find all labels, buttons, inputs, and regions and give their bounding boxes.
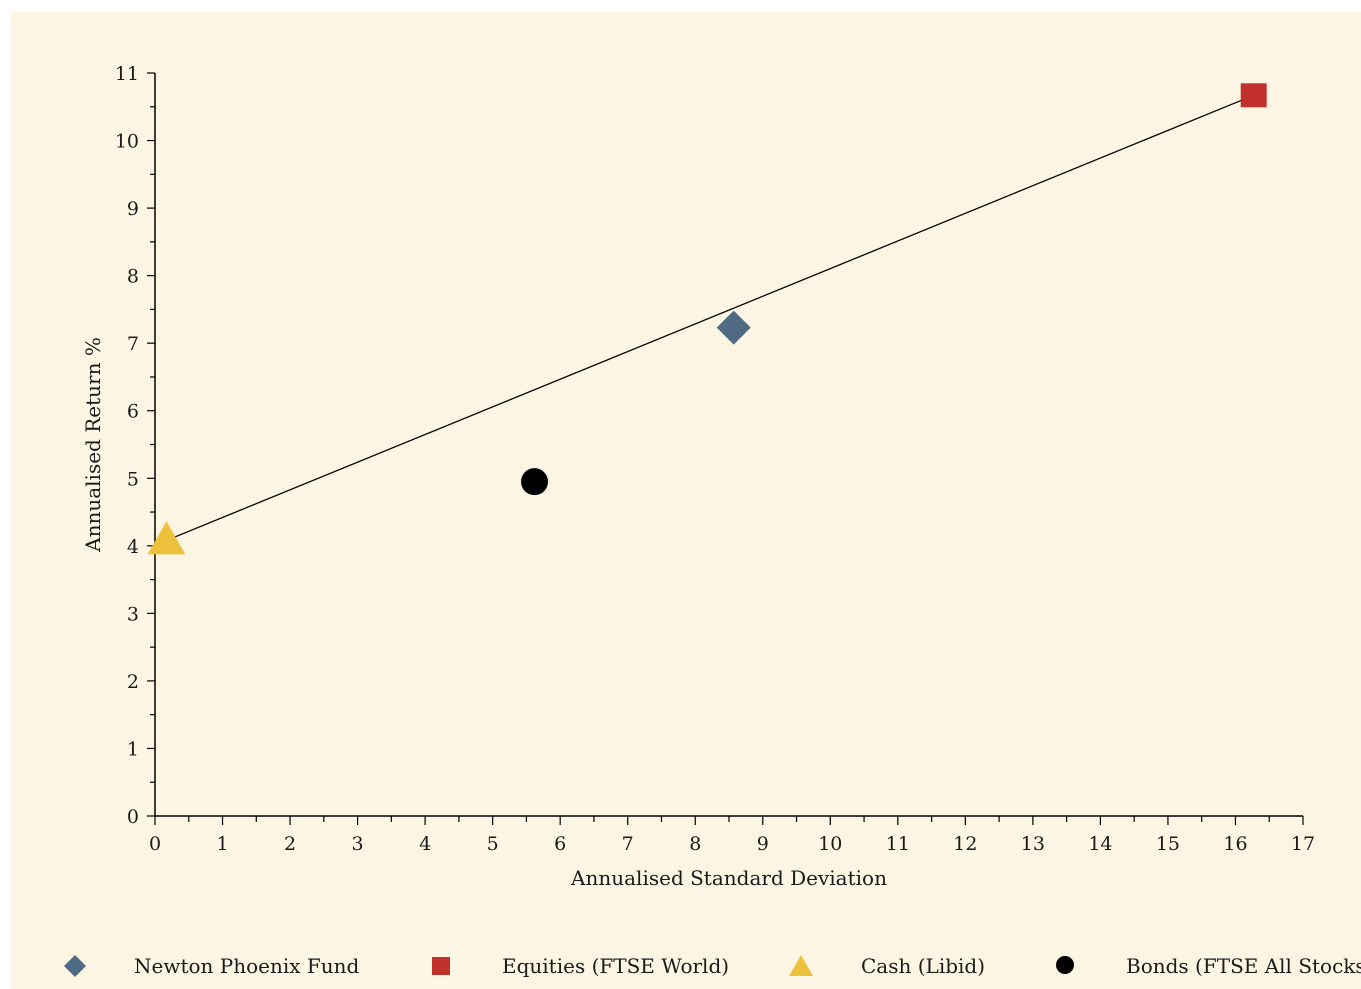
x-tick-label: 17 xyxy=(1291,833,1315,855)
point-newton-phoenix-fund xyxy=(716,310,751,345)
x-tick-label: 12 xyxy=(953,833,977,855)
legend-item-newton-phoenix-fund: Newton Phoenix Fund xyxy=(60,950,359,982)
x-tick-label: 9 xyxy=(757,833,769,855)
y-tick-label: 10 xyxy=(115,131,139,153)
legend-item-cash: Cash (Libid) xyxy=(786,950,985,982)
legend-item-equities: Equities (FTSE World) xyxy=(428,950,729,982)
x-tick-label: 16 xyxy=(1223,833,1247,855)
y-tick-label: 11 xyxy=(115,63,139,85)
axes xyxy=(147,72,1304,825)
y-tick-label: 2 xyxy=(127,671,139,693)
legend-label: Newton Phoenix Fund xyxy=(134,954,360,978)
x-tick-label: 8 xyxy=(689,833,701,855)
trend-line-segment xyxy=(166,94,1254,542)
point-bonds xyxy=(521,468,549,496)
y-tick-label: 9 xyxy=(127,198,139,220)
x-tick-label: 3 xyxy=(352,833,364,855)
y-tick-label: 8 xyxy=(127,266,139,288)
x-tick-label: 11 xyxy=(886,833,910,855)
x-tick-label: 10 xyxy=(818,833,842,855)
y-axis-title: Annualised Return % xyxy=(81,337,105,553)
y-tick-label: 0 xyxy=(127,806,139,828)
x-tick-label: 1 xyxy=(216,833,228,855)
y-tick-label: 7 xyxy=(127,333,139,355)
y-tick-label: 6 xyxy=(127,401,139,423)
y-tick-label: 5 xyxy=(127,468,139,490)
x-axis-title: Annualised Standard Deviation xyxy=(570,866,887,890)
x-tick-label: 7 xyxy=(622,833,634,855)
x-tick-label: 6 xyxy=(554,833,566,855)
trend-line xyxy=(166,94,1254,542)
legend-label: Equities (FTSE World) xyxy=(502,954,730,978)
data-points xyxy=(147,83,1267,555)
legend-label: Cash (Libid) xyxy=(861,954,986,978)
scatter-chart: 0 1 2 3 4 5 6 7 8 9 10 11 12 13 14 15 16 1701234567891011… xyxy=(81,63,1315,890)
chart-panel xyxy=(11,12,1361,989)
x-tick-label: 0 xyxy=(149,833,161,855)
legend: Newton Phoenix Fund Equities (FTSE World… xyxy=(0,950,1361,982)
legend-label: Bonds (FTSE All Stocks) xyxy=(1126,954,1361,978)
point-equities xyxy=(1240,83,1267,108)
legend-item-bonds: Bonds (FTSE All Stocks) xyxy=(1052,950,1361,982)
y-tick-label: 3 xyxy=(127,603,139,625)
triangle-icon xyxy=(789,955,813,976)
x-tick-label: 2 xyxy=(284,833,296,855)
x-tick-label: 15 xyxy=(1156,833,1180,855)
diamond-icon xyxy=(64,955,86,977)
x-tick-label: 14 xyxy=(1088,833,1112,855)
point-cash xyxy=(147,521,186,555)
x-tick-label: 5 xyxy=(487,833,499,855)
y-tick-label: 4 xyxy=(127,536,139,558)
y-tick-label: 1 xyxy=(127,738,139,760)
circle-icon xyxy=(1056,956,1074,974)
x-tick-label: 4 xyxy=(419,833,431,855)
square-icon xyxy=(432,957,450,975)
x-tick-label: 13 xyxy=(1021,833,1045,855)
